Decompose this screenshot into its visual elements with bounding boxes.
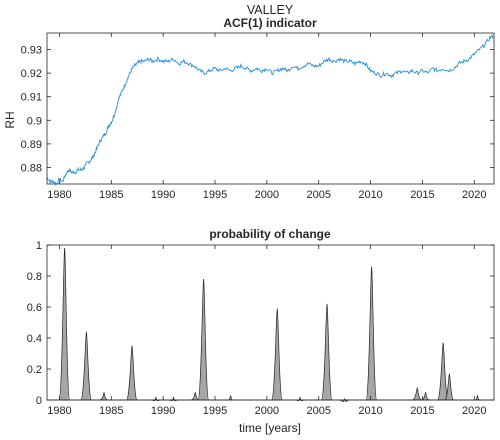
acf-xtick-label: 1995 (203, 189, 227, 201)
prob-xtick-label: 2010 (358, 405, 382, 417)
probability-ticks: 1980 1985 1990 1995 2000 2005 2010 2015 2020 0 0.2… (27, 240, 494, 417)
prob-xtick-label: 1980 (47, 405, 71, 417)
probability-peak (437, 342, 449, 401)
prob-xtick-label: 1995 (203, 405, 227, 417)
acf-title: ACF(1) indicator (223, 16, 317, 30)
prob-xtick-label: 1985 (99, 405, 123, 417)
acf-ytick-label: 0.93 (21, 45, 42, 57)
probability-peak (80, 331, 92, 401)
acf-ytick-label: 0.89 (21, 139, 42, 151)
prob-ytick-label: 0.6 (27, 302, 42, 314)
acf-xtick-label: 2015 (410, 189, 434, 201)
probability-xlabel: time [years] (239, 421, 301, 435)
prob-xtick-label: 2015 (410, 405, 434, 417)
probability-peak (420, 392, 431, 401)
acf-series-line (46, 33, 495, 187)
acf-ytick-label: 0.9 (27, 115, 42, 127)
probability-peak (58, 248, 71, 401)
probability-title: probability of change (209, 227, 331, 241)
acf-xtick-label: 1985 (99, 189, 123, 201)
probability-peak (411, 387, 423, 401)
acf-xtick-label: 1980 (47, 189, 71, 201)
prob-xtick-label: 1990 (151, 405, 175, 417)
acf-xtick-label: 1990 (151, 189, 175, 201)
prob-xtick-label: 2005 (306, 405, 330, 417)
probability-peak (472, 395, 483, 401)
acf-axes-box (46, 32, 495, 185)
acf-panel: VALLEY ACF(1) indicator RH 1980 1985 1990 1… (3, 3, 495, 201)
prob-ytick-label: 0.2 (27, 364, 42, 376)
probability-panel: probability of change 1980 1985 1990 1995 20… (27, 227, 495, 435)
acf-ytick-label: 0.88 (21, 162, 42, 174)
probability-peak (271, 308, 283, 401)
probability-peak (444, 373, 454, 401)
prob-xtick-label: 2020 (462, 405, 486, 417)
acf-xtick-label: 2000 (255, 189, 279, 201)
probability-axes-box (46, 244, 495, 401)
probability-peak (365, 266, 378, 401)
prob-ytick-label: 0.8 (27, 271, 42, 283)
probability-peak (225, 395, 236, 401)
acf-ytick-label: 0.91 (21, 92, 42, 104)
acf-ticks: 1980 1985 1990 1995 2000 2005 2010 2015 2020 0.88… (21, 33, 494, 201)
acf-xtick-label: 2010 (358, 189, 382, 201)
prob-ytick-label: 1 (36, 240, 42, 252)
probability-peak (197, 279, 210, 401)
prob-ytick-label: 0.4 (27, 333, 42, 345)
figure-suptitle: VALLEY (247, 3, 294, 17)
probability-peak (126, 345, 138, 401)
probability-peak (98, 392, 109, 401)
prob-xtick-label: 2000 (255, 405, 279, 417)
probability-peak (320, 303, 333, 401)
probability-area (47, 248, 494, 402)
acf-xtick-label: 2005 (306, 189, 330, 201)
acf-xtick-label: 2020 (462, 189, 486, 201)
acf-ytick-label: 0.92 (21, 68, 42, 80)
prob-ytick-label: 0 (36, 395, 42, 407)
acf-ylabel: RH (3, 111, 17, 128)
